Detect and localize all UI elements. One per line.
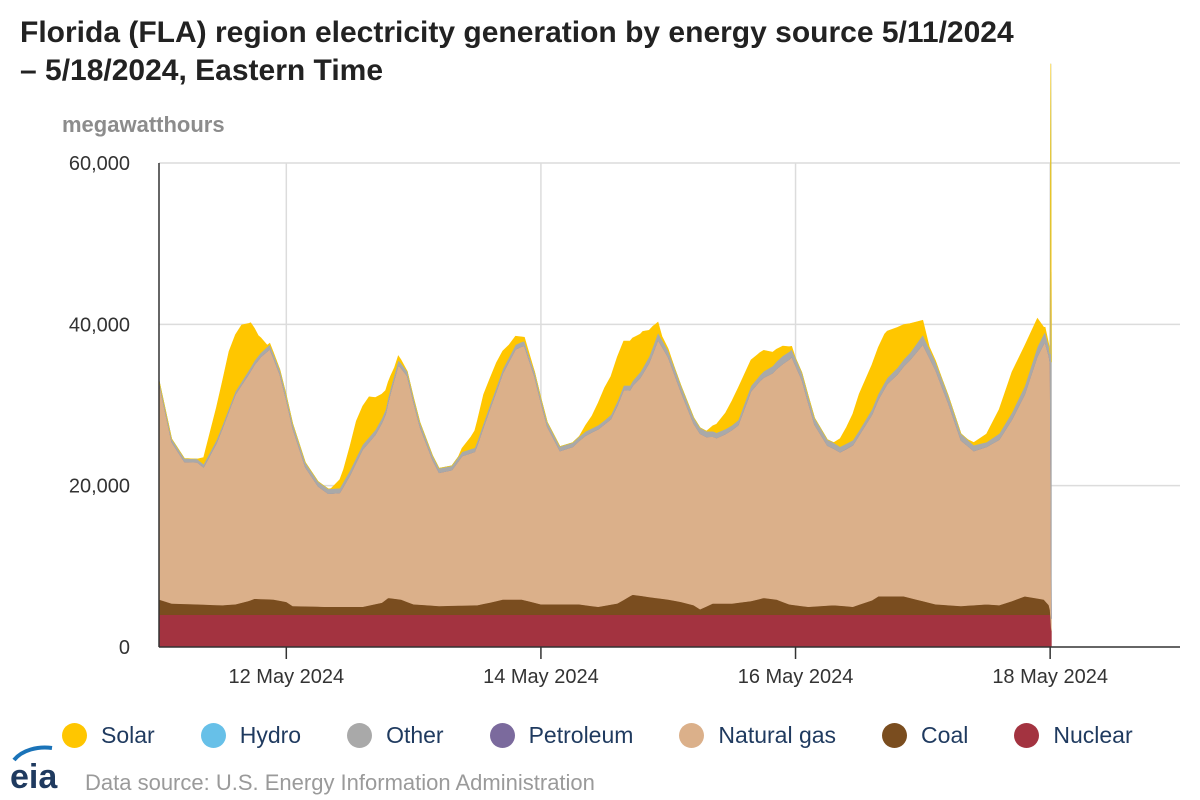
y-tick-label-1: 20,000: [69, 476, 130, 498]
eia-logo-swoosh: [12, 745, 53, 762]
legend-label-coal: Coal: [921, 722, 969, 748]
x-tick-label-0: 12 May 2024: [228, 666, 344, 688]
legend-item-coal[interactable]: Coal: [882, 722, 968, 749]
y-tick-label-2: 40,000: [69, 314, 130, 336]
y-tick-labels: 0 20,000 40,000 60,000: [69, 153, 130, 659]
legend-swatch-hydro: [200, 723, 226, 748]
eia-logo-text: eia: [10, 758, 58, 794]
legend-swatch-natural-gas: [679, 723, 705, 748]
y-tick-label-0: 0: [119, 637, 130, 659]
chart-title: Florida (FLA) region electricity generat…: [20, 14, 1140, 90]
legend-label-natural-gas: Natural gas: [718, 722, 837, 748]
legend-item-natural-gas[interactable]: Natural gas: [679, 722, 836, 749]
legend-swatch-solar: [62, 723, 87, 748]
area-solar: [158, 63, 1052, 490]
legend-swatch-nuclear: [1014, 723, 1040, 748]
area-series-group: [158, 63, 1052, 648]
legend-item-petroleum[interactable]: Petroleum: [489, 722, 634, 749]
legend-label-solar: Solar: [101, 722, 155, 748]
eia-logo: eia: [10, 745, 58, 794]
legend-item-nuclear[interactable]: Nuclear: [1014, 722, 1133, 749]
chart-title-line-2: – 5/18/2024, Eastern Time: [20, 54, 384, 87]
x-tick-label-1: 14 May 2024: [483, 666, 599, 688]
legend-item-solar[interactable]: Solar: [62, 722, 155, 749]
legend-swatch-coal: [882, 723, 908, 748]
x-tick-labels: 12 May 2024 14 May 2024 16 May 2024 18 May …: [228, 647, 1108, 688]
y-tick-label-3: 60,000: [69, 153, 130, 175]
x-tick-label-2: 16 May 2024: [738, 666, 854, 688]
legend-label-petroleum: Petroleum: [528, 722, 634, 748]
legend-label-hydro: Hydro: [239, 722, 302, 748]
y-axis-unit-label: megawatthours: [62, 112, 225, 137]
legend-item-hydro[interactable]: Hydro: [200, 722, 302, 749]
area-nuclear: [158, 614, 1052, 648]
legend-label-nuclear: Nuclear: [1053, 722, 1133, 748]
x-tick-label-3: 18 May 2024: [992, 666, 1108, 688]
data-source-note: Data source: U.S. Energy Information Adm…: [85, 770, 595, 795]
legend-swatch-other: [347, 723, 373, 748]
legend-item-other[interactable]: Other: [347, 722, 444, 749]
axes: [158, 163, 1180, 648]
chart-title-line-1: Florida (FLA) region electricity generat…: [20, 16, 1014, 49]
area-natural-gas: [158, 339, 1052, 631]
legend-swatch-petroleum: [489, 723, 515, 748]
legend-label-other: Other: [386, 722, 444, 748]
legend: Solar Hydro Other Petroleum Natural gas Coal N…: [62, 722, 1133, 749]
